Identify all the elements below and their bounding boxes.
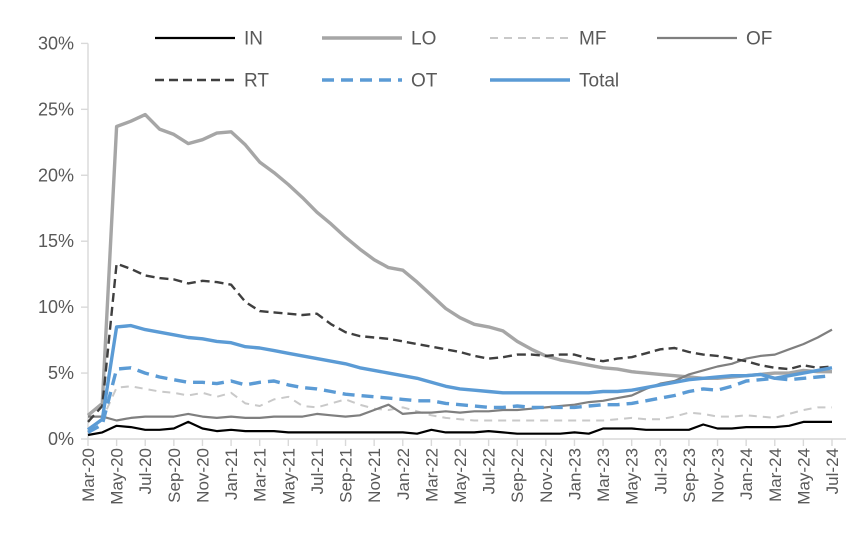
legend-item-lo: LO	[322, 29, 436, 50]
y-axis-tick-label: 25%	[38, 99, 74, 119]
x-axis-tick-label: Jan-23	[565, 448, 584, 500]
legend-label-in: IN	[244, 29, 263, 50]
series-line-of	[88, 328, 833, 422]
x-axis-tick-label: May-24	[794, 448, 813, 505]
x-axis-tick-label: Mar-22	[422, 448, 441, 502]
y-axis-tick-label: 15%	[38, 231, 74, 251]
x-axis-tick-label: Mar-23	[594, 448, 613, 502]
series-line-in	[87, 420, 832, 437]
y-axis-tick-label: 20%	[38, 165, 74, 185]
x-axis-tick-label: Mar-21	[251, 448, 270, 502]
x-axis-tick-label: Nov-23	[709, 448, 728, 503]
x-axis-tick-label: Sep-22	[508, 448, 527, 503]
x-axis-tick-label: Jul-21	[308, 448, 327, 494]
legend-label-ot: OT	[411, 71, 438, 92]
x-axis-tick-label: Sep-23	[680, 448, 699, 503]
x-axis-tick-label: Jul-20	[136, 448, 155, 494]
x-axis-tick-label: Sep-20	[165, 448, 184, 503]
x-axis-tick-label: Nov-20	[193, 448, 212, 503]
legend-item-ot: OT	[322, 71, 438, 92]
x-axis-tick-label: Nov-22	[537, 448, 556, 503]
x-axis-tick-label: Jan-22	[394, 448, 413, 500]
x-axis-tick-label: Mar-24	[766, 448, 785, 502]
x-axis-tick-label: May-20	[108, 448, 127, 505]
legend-item-total: Total	[490, 71, 619, 92]
x-axis-tick-label: May-23	[623, 448, 642, 505]
legend-item-of: OF	[657, 29, 772, 50]
x-axis-tick-label: Jul-24	[823, 448, 842, 494]
x-axis-tick-label: May-21	[279, 448, 298, 505]
y-axis-tick-label: 0%	[48, 429, 74, 449]
x-axis-tick-label: Mar-20	[79, 448, 98, 502]
y-axis-tick-label: 30%	[38, 33, 74, 53]
x-axis-tick-label: May-22	[451, 448, 470, 505]
legend-label-lo: LO	[411, 29, 436, 50]
x-axis-tick-label: Jul-23	[651, 448, 670, 494]
legend-item-rt: RT	[155, 71, 269, 92]
series-line-ot	[87, 366, 833, 434]
x-axis-tick-label: Sep-21	[337, 448, 356, 503]
x-axis-tick-label: Jan-21	[222, 448, 241, 500]
x-axis-tick-label: Nov-21	[365, 448, 384, 503]
x-axis-tick-label: Jul-22	[480, 448, 499, 494]
legend-label-mf: MF	[579, 29, 606, 50]
series-line-lo	[86, 112, 832, 417]
legend-item-in: IN	[155, 29, 263, 50]
series-line-total	[86, 323, 833, 432]
y-axis-tick-label: 10%	[38, 297, 74, 317]
series-line-mf	[87, 385, 832, 430]
legend-label-of: OF	[746, 29, 772, 50]
y-axis-tick-label: 5%	[48, 363, 74, 383]
series-line-rt	[87, 262, 833, 423]
legend-label-rt: RT	[244, 71, 269, 92]
legend-label-total: Total	[579, 71, 619, 92]
x-axis-tick-label: Jan-24	[737, 448, 756, 500]
legend-item-mf: MF	[490, 29, 606, 50]
